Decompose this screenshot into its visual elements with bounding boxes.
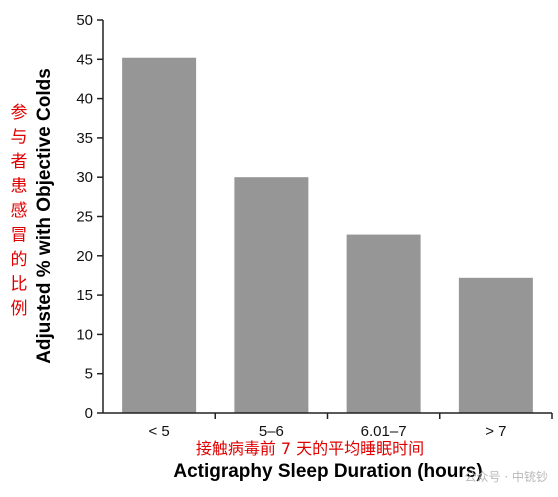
y-tick-label: 35 xyxy=(76,130,93,147)
x-axis-title-cn: 接触病毒前 7 天的平均睡眠时间 xyxy=(196,439,424,458)
bars-group xyxy=(122,57,533,414)
x-tick-label: < 5 xyxy=(148,423,169,440)
y-tick-label: 0 xyxy=(85,405,93,422)
y-tick-label: 25 xyxy=(76,209,93,226)
y-tick-label: 5 xyxy=(85,366,93,383)
bar xyxy=(346,234,421,413)
y-tick-label: 15 xyxy=(76,287,93,304)
y-tick-label: 10 xyxy=(76,326,93,343)
y-tick-label: 45 xyxy=(76,51,93,68)
watermark-text: 公众号 · 中铳钞 xyxy=(465,469,548,484)
y-axis-title-cn: 参与者患感冒的比例 xyxy=(11,103,28,319)
y-tick-label: 30 xyxy=(76,169,93,186)
x-tick-label: > 7 xyxy=(485,423,506,440)
x-tick-label: 6.01–7 xyxy=(361,423,407,440)
y-tick-label: 20 xyxy=(76,248,93,265)
y-tick-label: 50 xyxy=(76,12,93,29)
bar xyxy=(458,277,533,413)
x-ticks-group: < 5 5–6 6.01–7 > 7 xyxy=(148,413,553,440)
bar xyxy=(234,177,309,413)
x-axis-title: Actigraphy Sleep Duration (hours) xyxy=(173,461,482,482)
y-ticks-group: 0 5 10 15 20 25 30 35 40 45 50 xyxy=(76,12,103,422)
bar xyxy=(122,57,197,414)
x-tick-label: 5–6 xyxy=(259,423,284,440)
y-tick-label: 40 xyxy=(76,91,93,108)
y-axis-title: Adjusted % with Objective Colds xyxy=(34,68,55,364)
